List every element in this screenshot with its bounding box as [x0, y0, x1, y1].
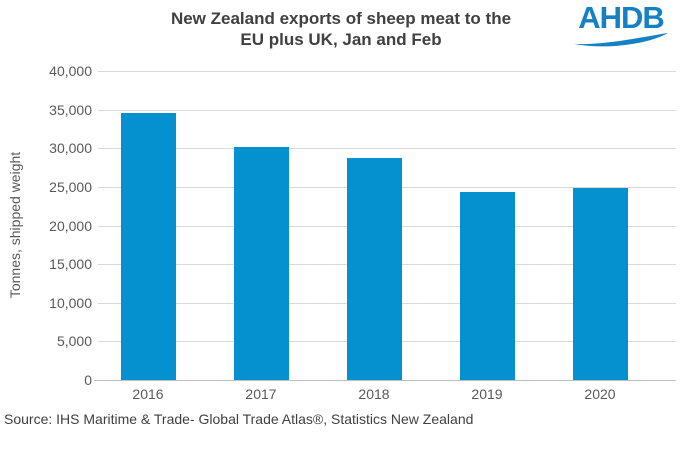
- plot-area: [94, 71, 676, 381]
- y-axis-tick-label: 35,000: [49, 101, 92, 118]
- x-axis-label: 2017: [245, 386, 277, 402]
- y-axis-tick-label: 25,000: [49, 178, 92, 195]
- y-axis-tick-label: 30,000: [49, 140, 92, 157]
- chart-title-line2: EU plus UK, Jan and Feb: [240, 30, 442, 49]
- gridline: [98, 148, 676, 150]
- gridline: [98, 71, 676, 72]
- y-axis-ticks: 0 5,000 10,000 15,000 20,000 25,000 30,000 35,0…: [0, 63, 92, 388]
- chart-title: New Zealand exports of sheep meat to the…: [0, 8, 682, 50]
- x-axis-labels: 2016 2017 2018 2019 2020: [98, 386, 676, 406]
- x-axis-label: 2019: [471, 386, 503, 402]
- bar-2018: [346, 157, 402, 380]
- y-axis-tick-label: 40,000: [49, 63, 92, 79]
- y-axis-tick-label: 5,000: [56, 333, 92, 350]
- x-axis-label: 2016: [132, 386, 164, 402]
- y-axis-tick-label: 10,000: [49, 294, 92, 311]
- bar-2016: [120, 112, 176, 380]
- chart-title-line1: New Zealand exports of sheep meat to the: [170, 9, 512, 28]
- y-axis-tick-label: 0: [84, 372, 92, 388]
- ahdb-logo-text: AHDB: [578, 0, 665, 35]
- source-note: Source: IHS Maritime & Trade- Global Tra…: [4, 411, 474, 427]
- x-axis-label: 2020: [584, 386, 616, 402]
- bar-2020: [572, 187, 628, 380]
- x-axis-label: 2018: [358, 386, 390, 402]
- ahdb-logo: AHDB: [572, 0, 670, 50]
- logo-wave-icon: [573, 32, 669, 47]
- y-axis-tick-label: 15,000: [49, 256, 92, 273]
- x-axis-line: [94, 380, 676, 381]
- bar-2017: [233, 146, 289, 380]
- y-axis-tick-label: 20,000: [49, 217, 92, 234]
- bar-2019: [459, 191, 515, 380]
- gridline: [98, 109, 676, 111]
